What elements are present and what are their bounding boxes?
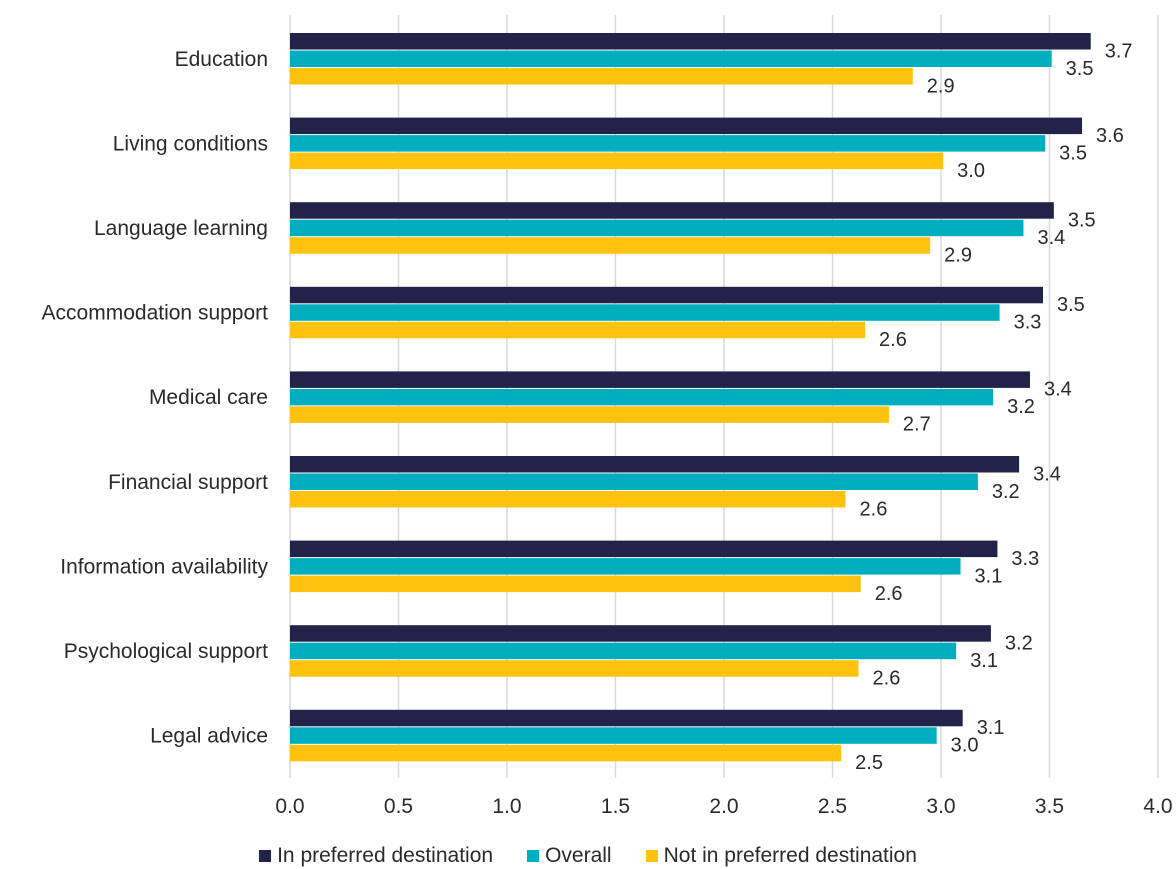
data-label: 3.7 [1105, 40, 1133, 62]
legend-item-not-in-preferred: Not in preferred destination [645, 844, 917, 868]
bar [290, 491, 846, 508]
bar [290, 473, 978, 490]
category-label: Medical care [149, 386, 268, 409]
bar [290, 152, 944, 170]
x-tick-label: 3.0 [926, 795, 955, 818]
data-label: 2.9 [944, 244, 972, 266]
category-label: Living conditions [113, 132, 268, 155]
bar [290, 456, 1020, 473]
bar [290, 744, 842, 762]
bar [290, 202, 1054, 219]
bar [290, 660, 859, 677]
bar [290, 575, 861, 593]
bar [290, 237, 931, 254]
bar [290, 727, 937, 744]
category-labels: Education Living conditions Language learn… [42, 48, 269, 748]
category-label: Financial support [108, 471, 268, 494]
category-label: Education [175, 48, 268, 71]
data-label: 2.6 [873, 667, 901, 689]
data-label: 2.6 [875, 583, 903, 605]
legend-item-overall: Overall [527, 844, 612, 868]
data-label: 3.2 [992, 481, 1020, 503]
category-label: Psychological support [64, 640, 268, 663]
category-label: Legal advice [150, 725, 268, 748]
bar [290, 540, 998, 558]
bar [290, 321, 866, 339]
category-label: Language learning [94, 217, 268, 240]
data-label: 3.6 [1096, 125, 1124, 147]
bar [290, 135, 1046, 152]
legend-swatch [259, 850, 272, 862]
data-label: 3.1 [975, 565, 1003, 587]
data-label: 3.2 [1007, 396, 1035, 418]
bar [290, 406, 889, 423]
x-tick-label: 0.0 [275, 795, 304, 818]
bar [290, 625, 991, 642]
bar [290, 304, 1000, 321]
data-label: 3.5 [1068, 209, 1096, 231]
bar [290, 642, 957, 660]
data-label: 2.7 [903, 414, 931, 436]
legend-label: Overall [545, 844, 612, 867]
data-label: 3.5 [1059, 142, 1087, 164]
x-tick-label: 3.5 [1035, 795, 1064, 818]
legend-swatch [527, 850, 540, 862]
data-label: 2.6 [879, 329, 907, 351]
legend-swatch [645, 850, 658, 862]
x-tick-label: 2.0 [709, 795, 738, 818]
legend-label: In preferred destination [277, 844, 494, 867]
bar [290, 219, 1024, 237]
data-label: 3.5 [1066, 58, 1094, 80]
bars [290, 33, 1091, 762]
data-label: 3.4 [1044, 379, 1072, 401]
bar-chart: 3.73.52.93.63.53.03.53.42.93.53.32.63.43… [42, 15, 1173, 818]
x-tick-label: 1.5 [601, 795, 630, 818]
bar [290, 117, 1083, 135]
data-label: 3.0 [951, 735, 979, 757]
data-label: 3.0 [957, 160, 985, 182]
category-label: Accommodation support [42, 302, 269, 325]
data-label: 2.9 [927, 75, 955, 97]
bar [290, 33, 1091, 50]
data-label: 2.5 [855, 752, 883, 774]
data-labels: 3.73.52.93.63.53.03.53.42.93.53.32.63.43… [855, 40, 1132, 774]
legend-item-in-preferred: In preferred destination [259, 844, 493, 868]
data-label: 3.4 [1033, 463, 1061, 485]
data-label: 3.1 [977, 717, 1005, 739]
x-axis-ticks: 0.0 0.5 1.0 1.5 2.0 2.5 3.0 3.5 4.0 [275, 795, 1172, 818]
legend: In preferred destination Overall Not in … [0, 843, 1176, 869]
data-label: 3.4 [1037, 227, 1065, 249]
bar [290, 286, 1043, 304]
x-tick-label: 4.0 [1143, 795, 1172, 818]
bar [290, 558, 961, 575]
x-tick-label: 0.5 [384, 795, 413, 818]
data-label: 3.2 [1005, 632, 1033, 654]
bar [290, 709, 963, 727]
x-tick-label: 2.5 [818, 795, 847, 818]
data-label: 3.1 [970, 650, 998, 672]
bar [290, 68, 913, 85]
x-tick-label: 1.0 [492, 795, 521, 818]
legend-label: Not in preferred destination [663, 844, 917, 867]
data-label: 2.6 [860, 498, 888, 520]
category-label: Information availability [60, 555, 268, 578]
data-label: 3.5 [1057, 294, 1085, 316]
bar [290, 388, 994, 406]
bar [290, 50, 1052, 67]
data-label: 3.3 [1011, 548, 1039, 570]
bar [290, 371, 1030, 388]
data-label: 3.3 [1014, 312, 1042, 334]
